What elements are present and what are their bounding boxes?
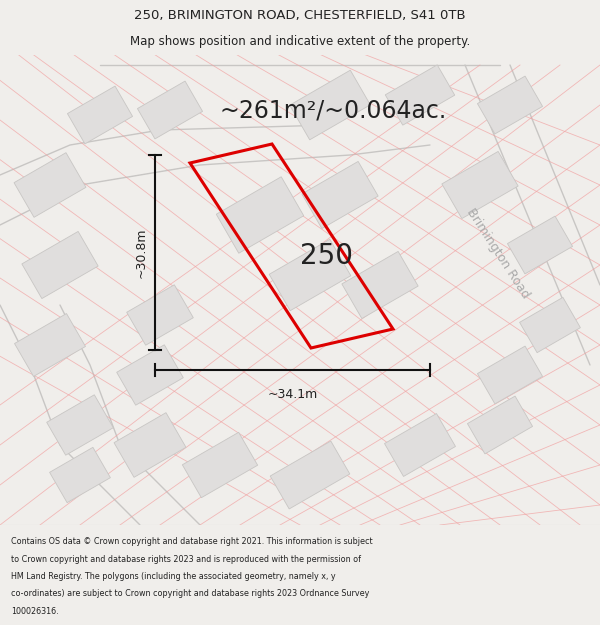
Polygon shape <box>116 345 184 405</box>
Polygon shape <box>442 151 518 219</box>
Text: ~30.8m: ~30.8m <box>134 228 148 278</box>
Polygon shape <box>385 414 455 476</box>
Text: HM Land Registry. The polygons (including the associated geometry, namely x, y: HM Land Registry. The polygons (includin… <box>11 572 335 581</box>
Text: Brimington Road: Brimington Road <box>464 206 532 301</box>
Polygon shape <box>216 177 304 253</box>
Polygon shape <box>67 86 133 144</box>
Text: co-ordinates) are subject to Crown copyright and database rights 2023 Ordnance S: co-ordinates) are subject to Crown copyr… <box>11 589 369 599</box>
Polygon shape <box>478 76 542 134</box>
Polygon shape <box>270 441 350 509</box>
Text: 100026316.: 100026316. <box>11 607 58 616</box>
Polygon shape <box>342 251 418 319</box>
Polygon shape <box>385 65 455 125</box>
Polygon shape <box>137 81 203 139</box>
Polygon shape <box>47 395 113 455</box>
Polygon shape <box>22 231 98 299</box>
Polygon shape <box>14 152 86 218</box>
Polygon shape <box>467 396 533 454</box>
Polygon shape <box>114 412 186 478</box>
Polygon shape <box>269 239 351 311</box>
Polygon shape <box>290 70 370 140</box>
Polygon shape <box>520 298 580 352</box>
Polygon shape <box>127 285 193 345</box>
Polygon shape <box>478 346 542 404</box>
Text: Map shows position and indicative extent of the property.: Map shows position and indicative extent… <box>130 35 470 48</box>
Text: Contains OS data © Crown copyright and database right 2021. This information is : Contains OS data © Crown copyright and d… <box>11 537 373 546</box>
Text: 250, BRIMINGTON ROAD, CHESTERFIELD, S41 0TB: 250, BRIMINGTON ROAD, CHESTERFIELD, S41 … <box>134 9 466 22</box>
Polygon shape <box>14 314 85 376</box>
Text: ~34.1m: ~34.1m <box>268 388 317 401</box>
Text: ~261m²/~0.064ac.: ~261m²/~0.064ac. <box>220 98 447 122</box>
Text: to Crown copyright and database rights 2023 and is reproduced with the permissio: to Crown copyright and database rights 2… <box>11 554 361 564</box>
Polygon shape <box>182 432 257 498</box>
Polygon shape <box>50 448 110 503</box>
Text: 250: 250 <box>300 242 353 270</box>
Polygon shape <box>302 161 378 229</box>
Polygon shape <box>508 216 572 274</box>
